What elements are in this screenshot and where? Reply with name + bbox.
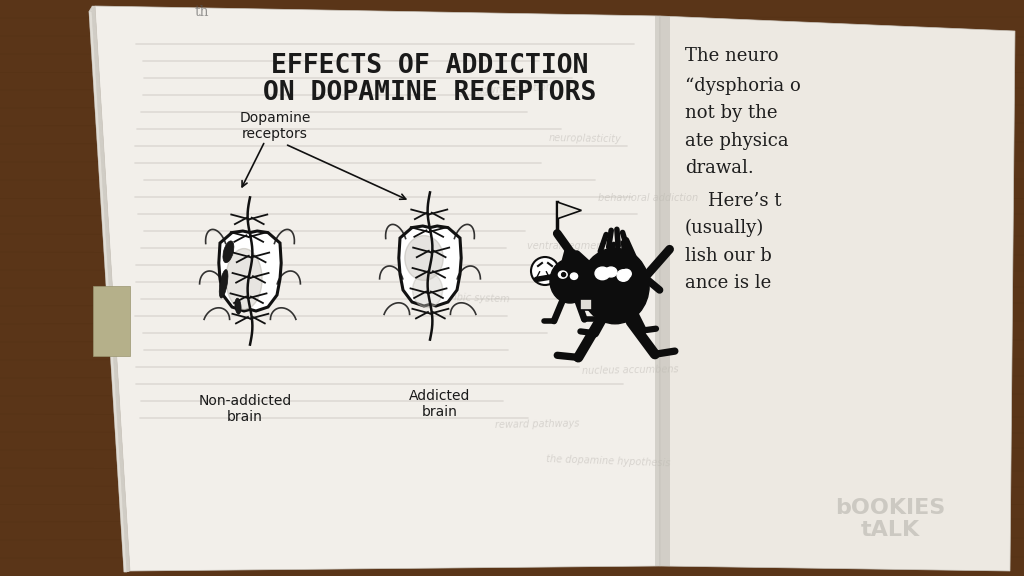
Ellipse shape xyxy=(558,271,567,278)
Ellipse shape xyxy=(595,267,609,280)
Text: ON DOPAMINE RECEPTORS: ON DOPAMINE RECEPTORS xyxy=(263,80,597,106)
Text: The neuro: The neuro xyxy=(685,47,778,65)
Polygon shape xyxy=(89,10,127,572)
Text: “dysphoria o: “dysphoria o xyxy=(685,77,801,95)
Ellipse shape xyxy=(595,254,645,308)
Text: th: th xyxy=(195,5,210,19)
Ellipse shape xyxy=(226,249,262,309)
Polygon shape xyxy=(219,231,282,311)
Polygon shape xyxy=(90,10,128,572)
Polygon shape xyxy=(90,9,128,571)
Text: Non-addicted
brain: Non-addicted brain xyxy=(199,394,292,424)
Text: mesolimbic system: mesolimbic system xyxy=(415,291,510,304)
Ellipse shape xyxy=(223,241,233,263)
Ellipse shape xyxy=(234,298,241,314)
Ellipse shape xyxy=(622,270,631,278)
Text: Dopamine
receptors: Dopamine receptors xyxy=(240,111,310,141)
Text: downregulation: downregulation xyxy=(476,82,553,96)
Polygon shape xyxy=(91,7,130,571)
Ellipse shape xyxy=(570,273,578,279)
Ellipse shape xyxy=(404,236,443,281)
Text: tALK: tALK xyxy=(860,520,920,540)
Polygon shape xyxy=(655,16,670,566)
Ellipse shape xyxy=(581,248,649,324)
Polygon shape xyxy=(91,8,129,571)
Text: nucleus accumbens: nucleus accumbens xyxy=(582,364,679,376)
Text: the dopamine hypothesis: the dopamine hypothesis xyxy=(546,454,671,468)
Ellipse shape xyxy=(413,272,442,308)
Text: drawal.: drawal. xyxy=(685,159,754,177)
Text: (usually): (usually) xyxy=(685,219,764,237)
Text: behavioral addiction: behavioral addiction xyxy=(598,193,698,203)
Text: reward pathways: reward pathways xyxy=(495,419,580,430)
Ellipse shape xyxy=(561,272,565,276)
Polygon shape xyxy=(398,226,461,306)
Polygon shape xyxy=(95,6,660,571)
Text: ate physica: ate physica xyxy=(685,132,788,150)
Polygon shape xyxy=(93,286,130,356)
Polygon shape xyxy=(660,16,1015,571)
Ellipse shape xyxy=(605,267,616,277)
Ellipse shape xyxy=(219,270,228,298)
Text: bOOKIES: bOOKIES xyxy=(835,498,945,518)
Text: EFFECTS OF ADDICTION: EFFECTS OF ADDICTION xyxy=(271,53,589,79)
Text: neuroplasticity: neuroplasticity xyxy=(549,132,622,144)
Polygon shape xyxy=(91,7,129,571)
Ellipse shape xyxy=(531,257,559,285)
Polygon shape xyxy=(89,12,127,572)
Ellipse shape xyxy=(550,259,590,303)
Text: Addicted
brain: Addicted brain xyxy=(410,389,471,419)
Polygon shape xyxy=(92,6,130,571)
Text: lish our b: lish our b xyxy=(685,247,772,265)
Polygon shape xyxy=(580,298,593,310)
Text: not by the: not by the xyxy=(685,104,777,122)
Text: Here’s t: Here’s t xyxy=(685,192,781,210)
Text: ventral tegmental: ventral tegmental xyxy=(527,241,615,251)
Polygon shape xyxy=(557,202,582,219)
Text: ance is le: ance is le xyxy=(685,274,771,292)
Ellipse shape xyxy=(617,270,630,281)
